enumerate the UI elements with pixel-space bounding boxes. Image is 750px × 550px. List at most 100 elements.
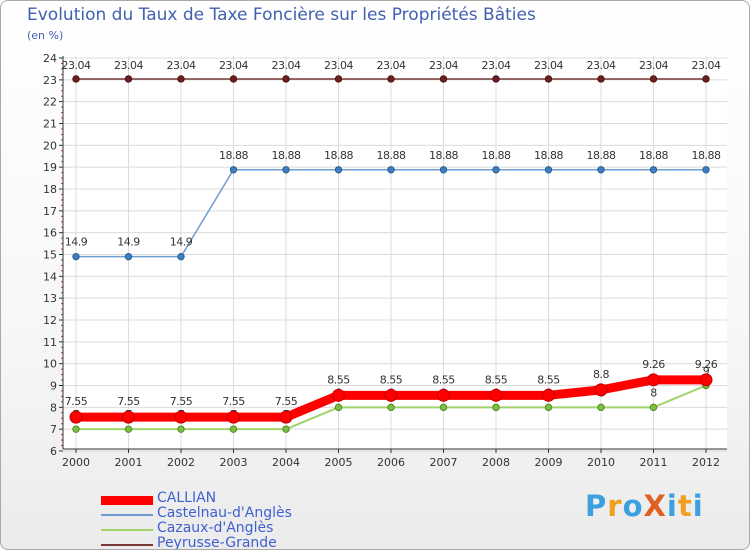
legend-swatch	[101, 514, 153, 516]
unit-label: (en %)	[27, 29, 64, 42]
data-point	[647, 373, 660, 387]
data-point	[387, 403, 395, 412]
data-point	[229, 425, 238, 433]
data-point	[544, 75, 553, 83]
x-tick-label: 2010	[587, 456, 615, 469]
data-point	[649, 75, 658, 83]
data-label: 7.55	[275, 395, 298, 408]
logo-letter: o	[622, 489, 644, 523]
data-point	[229, 75, 238, 83]
y-tick-label: 10	[43, 358, 57, 371]
data-point	[387, 75, 395, 83]
y-tick-label: 6	[50, 445, 57, 458]
data-label: 8.55	[485, 373, 508, 386]
y-tick-label: 18	[43, 183, 57, 196]
data-point	[229, 166, 238, 174]
data-label: 18.88	[639, 149, 668, 162]
data-point	[334, 166, 343, 174]
y-tick-label: 9	[50, 380, 57, 393]
data-point	[492, 75, 500, 83]
data-label: 23.04	[324, 59, 353, 72]
data-label: 8.55	[380, 373, 403, 386]
logo-letter: r	[607, 489, 623, 523]
data-point	[332, 388, 345, 402]
y-tick-label: 14	[43, 270, 57, 283]
data-point	[702, 166, 710, 174]
data-point	[439, 166, 448, 174]
proxiti-logo: ProXiti	[585, 489, 704, 523]
logo-letter: P	[585, 489, 608, 523]
data-point	[177, 425, 185, 433]
y-tick-label: 24	[43, 52, 57, 65]
data-point	[489, 388, 503, 402]
data-point	[437, 388, 450, 402]
data-label: 18.88	[377, 149, 406, 162]
x-tick-label: 2004	[272, 456, 300, 469]
legend-label: Castelnau-d'Anglès	[157, 505, 292, 521]
data-label: 23.04	[219, 59, 248, 72]
data-point	[594, 383, 608, 397]
data-point	[492, 403, 500, 412]
data-label: 18.88	[219, 149, 248, 162]
data-point	[124, 252, 133, 261]
data-label: 23.04	[377, 59, 406, 72]
data-label: 14.9	[65, 236, 88, 249]
data-point	[544, 403, 553, 412]
x-tick-label: 2006	[377, 456, 405, 469]
data-point	[72, 75, 80, 83]
x-tick-label: 2012	[692, 456, 720, 469]
data-point	[544, 166, 553, 174]
data-label: 18.88	[534, 149, 563, 162]
data-point	[334, 75, 343, 83]
y-tick-label: 17	[43, 205, 57, 218]
data-point	[699, 373, 713, 387]
x-tick-label: 2000	[62, 456, 90, 469]
data-label: 7.55	[170, 395, 193, 408]
y-tick-label: 19	[43, 161, 57, 174]
data-point	[124, 425, 133, 433]
data-label: 9.26	[642, 358, 665, 371]
x-tick-label: 2011	[640, 456, 668, 469]
y-tick-label: 15	[43, 249, 57, 262]
x-tick-label: 2001	[115, 456, 143, 469]
y-tick-label: 8	[50, 401, 57, 414]
data-label: 23.04	[114, 59, 143, 72]
data-point	[439, 403, 448, 412]
data-label: 9.26	[695, 358, 718, 371]
legend-label: Cazaux-d'Anglès	[157, 520, 274, 536]
data-label: 23.04	[692, 59, 721, 72]
x-tick-label: 2007	[430, 456, 458, 469]
legend-swatch	[101, 495, 153, 505]
x-tick-label: 2008	[482, 456, 510, 469]
chart-title: Evolution du Taux de Taxe Foncière sur l…	[27, 5, 536, 25]
plot-area	[63, 56, 727, 449]
data-point	[282, 166, 290, 174]
legend-swatch	[101, 544, 153, 546]
data-label: 23.04	[167, 59, 196, 72]
data-point	[702, 75, 710, 83]
data-label: 18.88	[482, 149, 511, 162]
data-point	[279, 410, 293, 424]
y-tick-label: 21	[43, 118, 57, 131]
data-point	[69, 410, 83, 424]
data-point	[124, 75, 133, 83]
data-point	[542, 388, 555, 402]
y-tick-label: 16	[43, 227, 57, 240]
data-label: 7.55	[222, 395, 245, 408]
data-label: 23.04	[272, 59, 301, 72]
data-point	[282, 75, 290, 83]
data-label: 23.04	[429, 59, 458, 72]
data-point	[334, 403, 343, 412]
data-point	[177, 75, 185, 83]
logo-letter: i	[692, 489, 704, 523]
data-label: 8.55	[537, 373, 560, 386]
y-tick-label: 23	[43, 74, 57, 87]
data-point	[177, 252, 185, 261]
data-label: 23.04	[639, 59, 668, 72]
data-point	[597, 166, 605, 174]
data-point	[649, 403, 658, 412]
data-point	[174, 410, 188, 424]
legend-label: CALLIAN	[157, 490, 217, 506]
